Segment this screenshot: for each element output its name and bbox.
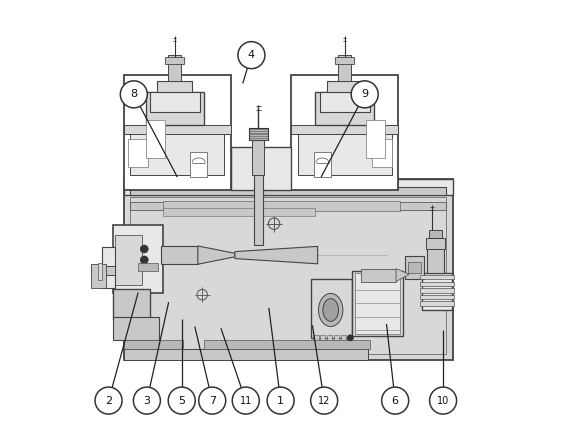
Bar — [91, 266, 115, 275]
Bar — [161, 246, 198, 264]
Bar — [320, 92, 370, 112]
Circle shape — [238, 42, 265, 69]
Bar — [230, 147, 292, 190]
Circle shape — [267, 387, 294, 414]
Bar — [311, 280, 353, 338]
Bar — [131, 197, 446, 354]
Polygon shape — [396, 269, 409, 282]
Bar — [405, 256, 424, 280]
Bar — [131, 202, 446, 210]
Bar — [320, 335, 325, 340]
Bar — [205, 340, 370, 349]
Bar — [334, 335, 339, 340]
Bar — [157, 81, 192, 92]
Bar — [315, 92, 374, 125]
Text: 8: 8 — [130, 89, 138, 99]
Bar — [292, 125, 398, 134]
Bar — [372, 139, 392, 167]
Polygon shape — [198, 246, 235, 264]
Bar — [131, 132, 224, 175]
Circle shape — [141, 256, 148, 264]
Bar — [113, 317, 159, 340]
Circle shape — [199, 387, 226, 414]
Circle shape — [168, 387, 195, 414]
Bar — [163, 208, 315, 216]
Circle shape — [382, 387, 409, 414]
Bar — [131, 187, 446, 194]
Bar — [426, 238, 445, 249]
Bar — [335, 57, 354, 64]
Bar — [427, 245, 444, 273]
Bar — [298, 132, 392, 175]
Bar — [146, 121, 165, 157]
Bar — [292, 75, 398, 190]
Bar — [420, 301, 454, 305]
Circle shape — [311, 387, 338, 414]
Bar — [191, 152, 207, 177]
Bar — [408, 262, 422, 273]
Bar — [353, 271, 403, 336]
Bar — [165, 57, 184, 64]
Bar — [115, 235, 142, 285]
Bar — [313, 335, 318, 340]
Text: 5: 5 — [178, 395, 185, 406]
Circle shape — [95, 387, 122, 414]
Bar — [124, 340, 182, 349]
Bar — [420, 275, 454, 280]
Bar — [124, 179, 452, 194]
Bar — [113, 225, 163, 292]
Circle shape — [120, 81, 147, 108]
Text: 12: 12 — [318, 395, 331, 406]
Bar — [338, 55, 351, 81]
Text: 1: 1 — [277, 395, 284, 406]
Bar — [252, 140, 265, 175]
Bar — [250, 128, 268, 140]
Text: 9: 9 — [361, 89, 368, 99]
Circle shape — [347, 335, 353, 341]
Text: 7: 7 — [209, 395, 216, 406]
Bar — [124, 125, 230, 134]
Bar — [113, 289, 150, 319]
Bar — [314, 152, 331, 177]
Bar — [341, 335, 346, 340]
Bar — [354, 273, 401, 334]
Bar — [163, 201, 401, 211]
Bar — [168, 55, 181, 81]
Bar — [146, 92, 205, 125]
Text: 10: 10 — [437, 395, 449, 406]
Text: 4: 4 — [248, 50, 255, 60]
Ellipse shape — [323, 298, 339, 321]
Bar — [102, 247, 115, 288]
Text: 11: 11 — [240, 395, 252, 406]
Bar — [422, 273, 452, 310]
Circle shape — [134, 387, 160, 414]
Bar — [420, 288, 454, 292]
Bar — [429, 230, 442, 238]
Bar — [327, 81, 362, 92]
Bar — [254, 136, 263, 245]
Bar — [138, 263, 158, 271]
Bar — [91, 264, 106, 288]
Bar — [420, 282, 454, 286]
Bar — [366, 121, 385, 157]
Text: 2: 2 — [105, 395, 112, 406]
Circle shape — [141, 245, 148, 253]
Bar — [98, 263, 102, 281]
Polygon shape — [235, 246, 318, 264]
Bar — [128, 139, 147, 167]
Ellipse shape — [318, 293, 343, 326]
Bar — [420, 295, 454, 299]
Bar — [124, 75, 230, 190]
Circle shape — [430, 387, 456, 414]
Bar — [327, 335, 332, 340]
Bar — [124, 179, 452, 360]
Text: 6: 6 — [392, 395, 399, 406]
Bar — [361, 269, 396, 282]
Bar — [124, 349, 368, 360]
Text: 3: 3 — [143, 395, 150, 406]
Circle shape — [232, 387, 259, 414]
Circle shape — [351, 81, 378, 108]
Bar — [150, 92, 200, 112]
